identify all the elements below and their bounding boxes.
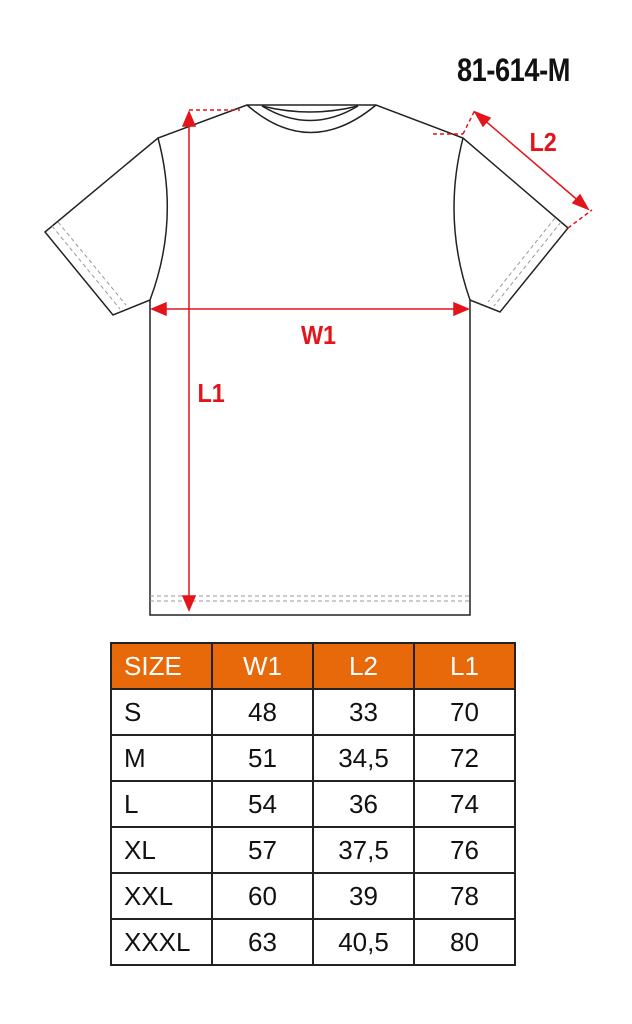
cell-size: L [110, 780, 213, 828]
table-row: S 48 33 70 [110, 688, 516, 736]
l2-arrow [474, 111, 589, 210]
w1-label: W1 [300, 320, 337, 350]
cell-w1: 54 [211, 780, 314, 828]
cell-l2: 34,5 [312, 734, 415, 782]
header-l2: L2 [312, 642, 415, 690]
cell-l1: 80 [413, 918, 516, 966]
cell-l1: 74 [413, 780, 516, 828]
cell-w1: 48 [211, 688, 314, 736]
cell-l1: 70 [413, 688, 516, 736]
cell-size: M [110, 734, 213, 782]
stitch-lines [51, 217, 562, 602]
table-row: XL 57 37,5 76 [110, 826, 516, 874]
l1-label: L1 [197, 378, 225, 408]
cell-w1: 63 [211, 918, 314, 966]
size-table: SIZE W1 L2 L1 S 48 33 70 M 51 34,5 72 L 54 36 74 … [110, 642, 516, 966]
cell-l2: 33 [312, 688, 415, 736]
table-row: L 54 36 74 [110, 780, 516, 828]
product-code: 81-614-M [456, 52, 570, 88]
cell-l1: 72 [413, 734, 516, 782]
tshirt-diagram [43, 104, 593, 616]
cell-l2: 37,5 [312, 826, 415, 874]
cell-size: XXXL [110, 918, 213, 966]
cell-w1: 57 [211, 826, 314, 874]
cell-size: XL [110, 826, 213, 874]
table-header-row: SIZE W1 L2 L1 [110, 642, 516, 690]
header-size: SIZE [110, 642, 213, 690]
table-row: XXL 60 39 78 [110, 872, 516, 920]
header-w1: W1 [211, 642, 314, 690]
l2-label: L2 [529, 127, 557, 157]
cell-size: S [110, 688, 213, 736]
cell-size: XXL [110, 872, 213, 920]
cell-l1: 76 [413, 826, 516, 874]
dimension-arrows [150, 109, 593, 612]
table-row: XXXL 63 40,5 80 [110, 918, 516, 966]
cell-l2: 40,5 [312, 918, 415, 966]
cell-l2: 36 [312, 780, 415, 828]
cell-l2: 39 [312, 872, 415, 920]
cell-w1: 60 [211, 872, 314, 920]
table-row: M 51 34,5 72 [110, 734, 516, 782]
cell-w1: 51 [211, 734, 314, 782]
header-l1: L1 [413, 642, 516, 690]
tshirt-outline [43, 104, 570, 616]
cell-l1: 78 [413, 872, 516, 920]
